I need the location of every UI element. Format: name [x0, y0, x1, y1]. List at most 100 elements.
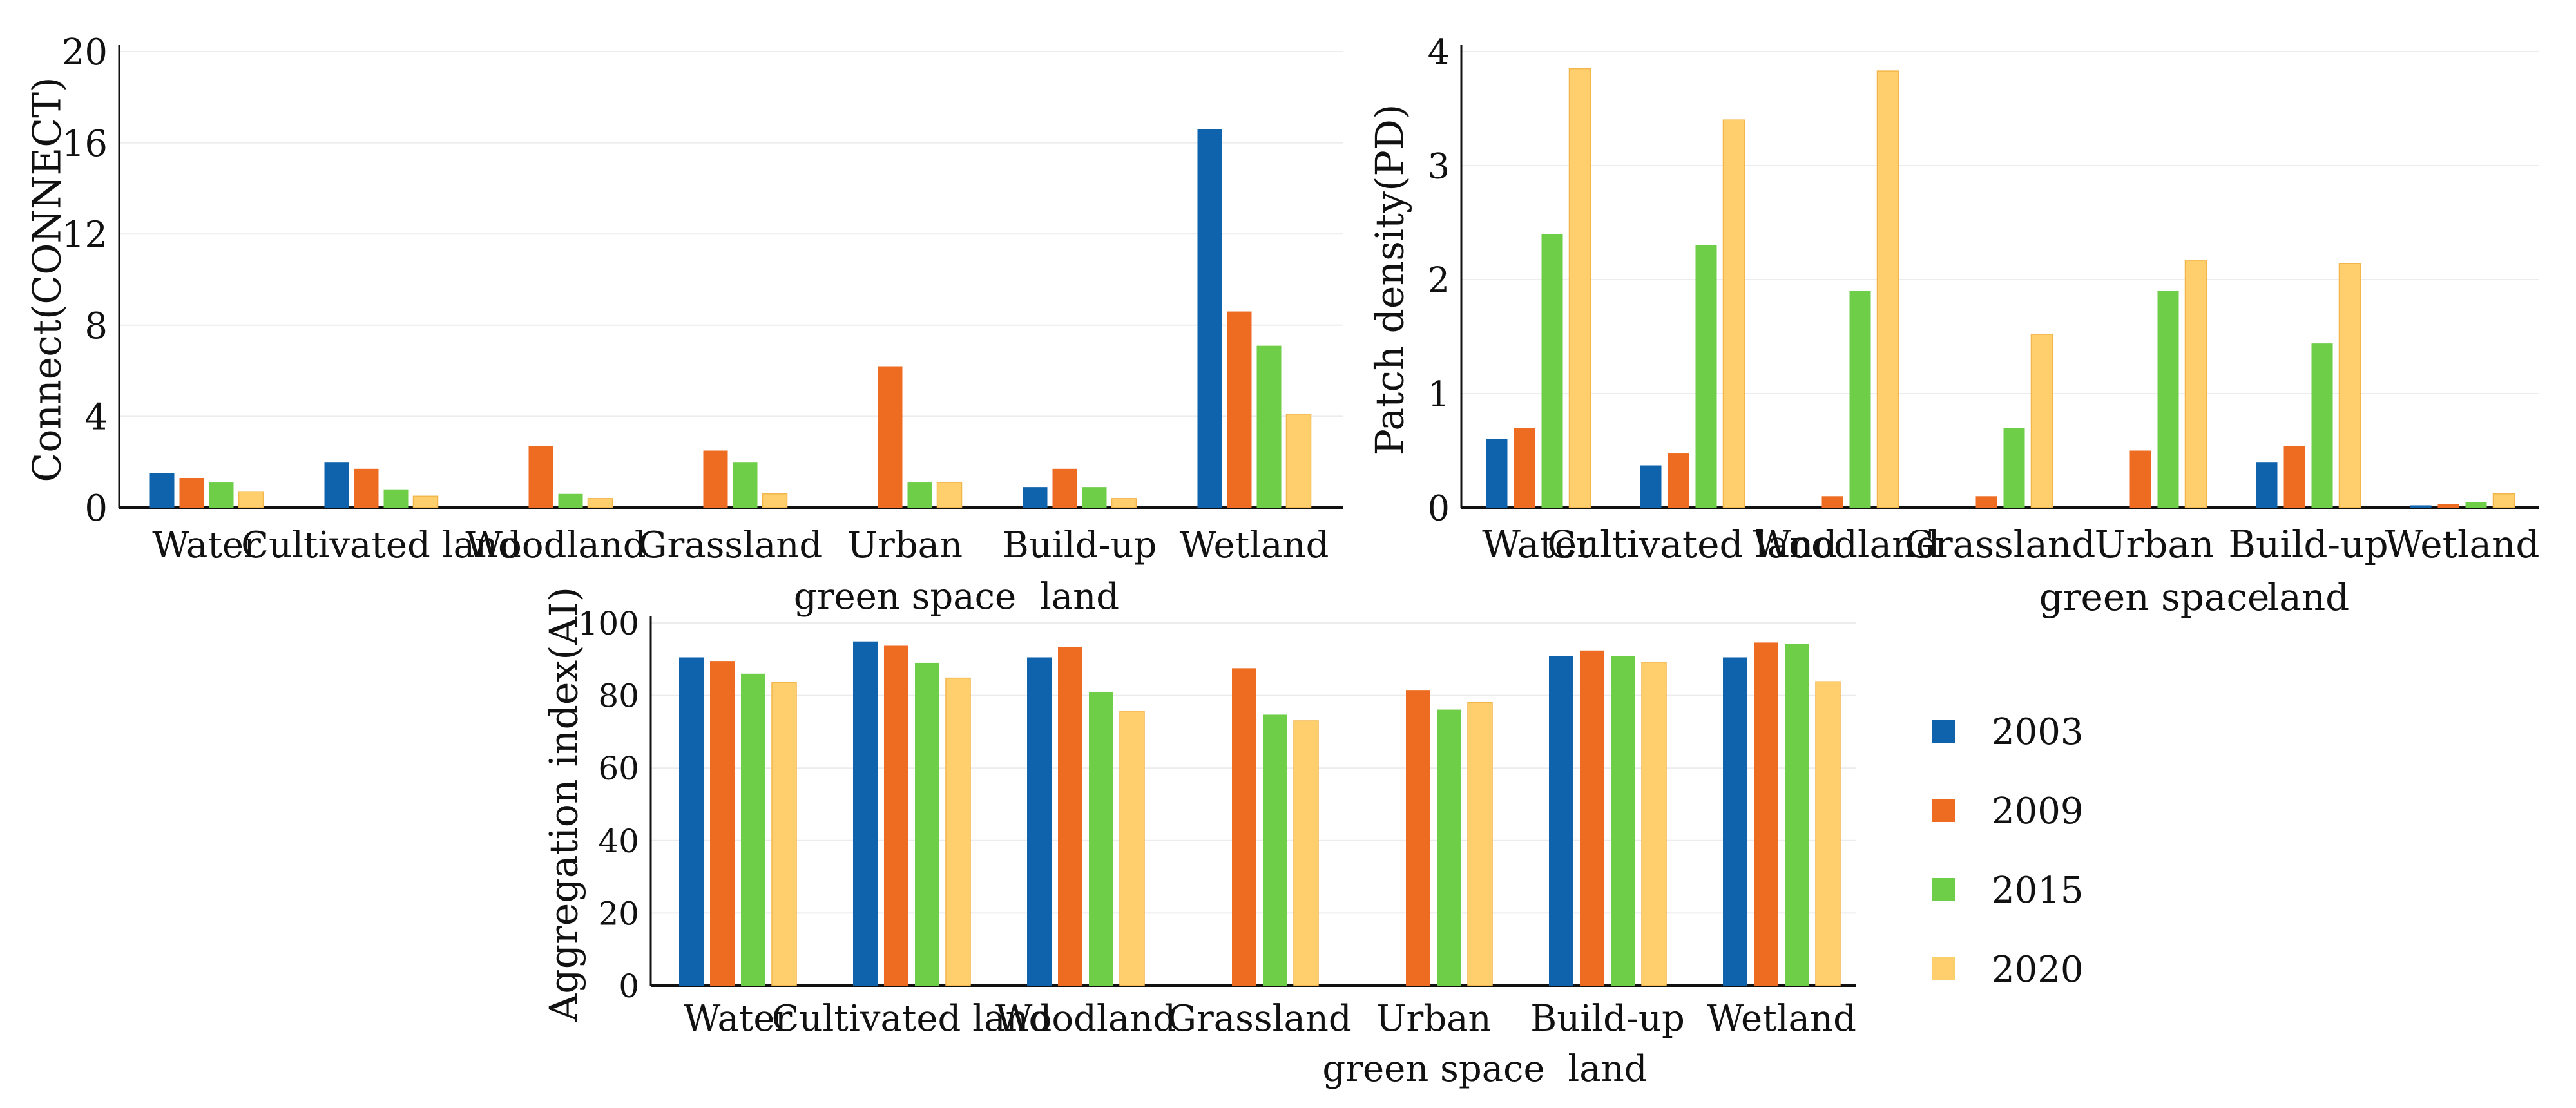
- y-tick-label: 100: [578, 605, 639, 642]
- bar-2020-4: [936, 482, 963, 508]
- bar-2015-3: [733, 462, 758, 508]
- x-category-label: Cultivated land: [1547, 522, 1837, 566]
- bar-2009-6: [2437, 504, 2459, 508]
- bar-2015-5: [1611, 656, 1635, 986]
- bar-2003-5: [2256, 462, 2278, 508]
- x-category-label: Water: [1482, 522, 1595, 566]
- x-category-label: green space: [794, 576, 1016, 618]
- y-axis-label: Patch density(PD): [1368, 104, 1413, 455]
- bar-2020-0: [238, 491, 264, 508]
- y-tick-label: 8: [84, 305, 108, 347]
- x-category-label: Wetland: [1180, 524, 1329, 566]
- bar-2009-0: [710, 661, 735, 986]
- bar-2020-4: [2184, 260, 2207, 508]
- legend: 2003 2009 2015 2020: [1932, 711, 2084, 991]
- legend-label-2009: 2009: [1992, 790, 2084, 832]
- x-category-label: Grassland: [639, 524, 823, 566]
- bar-2020-6: [1815, 681, 1841, 986]
- bar-2015-3: [1263, 714, 1287, 986]
- bar-2009-3: [1232, 668, 1256, 986]
- x-category-label: Build-up: [2228, 522, 2388, 566]
- x-category-label: land: [1568, 1048, 1647, 1090]
- bar-2003-1: [853, 641, 878, 986]
- bar-2015-1: [915, 662, 939, 986]
- bar-2003-1: [324, 462, 349, 508]
- x-category-label: Woodland: [995, 998, 1176, 1040]
- x-category-label: Urban: [2095, 522, 2215, 566]
- legend-swatch-2020: [1932, 957, 1955, 980]
- bar-2020-0: [1568, 68, 1591, 508]
- bar-2020-5: [1641, 662, 1667, 986]
- bar-2003-5: [1549, 656, 1573, 986]
- bar-2015-2: [1089, 691, 1113, 986]
- x-category-label: Woodland: [1753, 522, 1939, 566]
- x-category-label: Water: [684, 998, 793, 1040]
- bar-2020-4: [1467, 702, 1493, 986]
- y-tick-label: 4: [84, 397, 108, 439]
- legend-swatch-2015: [1932, 878, 1955, 901]
- bar-2009-2: [528, 446, 553, 508]
- bar-2020-3: [1293, 720, 1319, 986]
- y-tick-label: 20: [598, 895, 639, 932]
- bar-2009-2: [1058, 647, 1082, 986]
- bar-2009-0: [1514, 428, 1535, 508]
- legend-label-2003: 2003: [1992, 711, 2084, 753]
- bar-2009-4: [1406, 690, 1430, 986]
- bar-2015-6: [1785, 644, 1809, 986]
- bar-2009-1: [1668, 453, 1689, 508]
- bar-2015-6: [2465, 502, 2487, 508]
- bar-2009-5: [2283, 446, 2305, 508]
- bar-2009-5: [1052, 468, 1077, 508]
- y-tick-label: 0: [619, 968, 639, 1005]
- x-category-label: Wetland: [2385, 522, 2539, 566]
- bar-2015-4: [1437, 709, 1461, 986]
- bar-2003-1: [1640, 465, 1662, 508]
- bar-2015-2: [558, 493, 583, 508]
- bar-2009-3: [703, 450, 728, 508]
- bar-2015-3: [2003, 428, 2025, 508]
- y-tick-label: 1: [1428, 374, 1450, 414]
- y-axis-label: Aggregation index(AI): [542, 587, 587, 1022]
- bar-2003-0: [149, 473, 175, 508]
- bar-2015-5: [2311, 343, 2333, 508]
- x-category-label: green space: [2039, 575, 2270, 619]
- y-tick-label: 3: [1428, 146, 1450, 186]
- x-category-label: Grassland: [1168, 998, 1352, 1040]
- bar-2020-5: [1111, 498, 1137, 508]
- bar-2015-5: [1082, 487, 1107, 508]
- x-category-label: Cultivated land: [241, 524, 521, 566]
- y-tick-label: 16: [62, 123, 108, 165]
- y-tick-label: 0: [1428, 488, 1450, 528]
- bar-2015-0: [209, 482, 234, 508]
- bar-2020-1: [945, 677, 971, 986]
- x-category-label: Woodland: [465, 524, 646, 566]
- bar-2020-6: [1285, 414, 1312, 508]
- y-tick-label: 80: [598, 678, 639, 715]
- bar-2020-5: [2338, 263, 2361, 508]
- bar-2020-1: [1722, 119, 1745, 508]
- x-category-label: green space: [1322, 1048, 1544, 1090]
- bar-2009-6: [1227, 311, 1252, 508]
- bar-2003-6: [1723, 657, 1747, 986]
- x-category-label: Build-up: [1530, 998, 1685, 1040]
- bar-2003-6: [1197, 129, 1222, 508]
- y-axis-label: Connect(CONNECT): [25, 77, 70, 482]
- y-tick-label: 20: [62, 32, 108, 73]
- x-category-label: Build-up: [1003, 524, 1157, 566]
- x-category-label: Cultivated land: [772, 998, 1052, 1040]
- y-tick-label: 2: [1428, 260, 1450, 300]
- bar-2020-6: [2492, 493, 2515, 508]
- legend-swatch-2003: [1932, 720, 1955, 743]
- bar-2003-2: [1027, 657, 1052, 986]
- y-tick-label: 0: [84, 488, 108, 530]
- bar-2003-6: [2410, 505, 2432, 508]
- bar-2009-1: [354, 468, 379, 508]
- bar-2020-1: [412, 495, 439, 508]
- x-category-label: Urban: [847, 524, 963, 566]
- y-tick-label: 12: [62, 214, 108, 256]
- x-category-label: Grassland: [1905, 522, 2096, 566]
- bar-2003-0: [679, 657, 704, 986]
- bar-2003-5: [1023, 487, 1048, 508]
